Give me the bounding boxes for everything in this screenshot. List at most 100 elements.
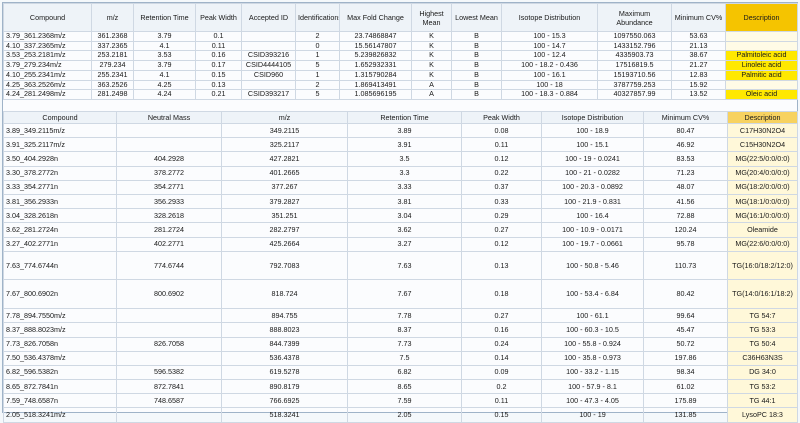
table-cell: 377.267	[221, 179, 348, 195]
table-row[interactable]: 8.37_888.8023m/z 888.8023 8.37 0.16 100 - 60…	[3, 322, 798, 338]
column-header[interactable]: Minimum CV%	[671, 3, 726, 32]
column-header[interactable]: Description	[727, 111, 798, 124]
column-header[interactable]: Description	[725, 3, 798, 32]
table-row[interactable]: 7.63_774.6744n 774.6744 792.7083 7.63 0.13 10…	[3, 250, 798, 281]
column-header[interactable]: Identifications	[295, 3, 340, 32]
table-cell: 255.2341	[91, 69, 134, 81]
table-row[interactable]: 6.82_596.5382n 596.5382 619.5278 6.82 0.09 10…	[3, 364, 798, 381]
table-cell: 131.85	[643, 407, 728, 423]
table-cell: 4335903.73	[597, 50, 672, 62]
column-header[interactable]: Compound	[3, 111, 117, 124]
column-header[interactable]: Maximum Abundance	[597, 3, 672, 32]
table-row[interactable]: 3.04_328.2618n 328.2618 351.251 3.04 0.29 100…	[3, 208, 798, 224]
table-cell	[116, 322, 222, 338]
table-row[interactable]: 4.10_337.2365m/z 337.2365 4.1 0.11 0 15.56147…	[3, 40, 798, 52]
table-cell: 363.2526	[91, 79, 134, 91]
column-header[interactable]: Lowest Mean	[451, 3, 502, 32]
column-header[interactable]: Accepted ID	[241, 3, 296, 32]
table-cell: 0.11	[461, 137, 542, 153]
table-row[interactable]: 4.24_281.2498m/z 281.2498 4.24 0.21 CSID3932…	[3, 89, 798, 100]
table-cell: 4.24	[133, 89, 196, 100]
table-cell: B	[451, 60, 502, 71]
column-header[interactable]: m/z	[91, 3, 134, 32]
table-cell: MG(20:4/0:0/0:0)	[727, 165, 798, 181]
table-cell: 1	[295, 50, 340, 62]
column-header[interactable]: Isotope Distribution	[541, 111, 644, 124]
column-header[interactable]: Peak Width	[195, 3, 242, 32]
table-cell: 378.2772	[116, 165, 222, 181]
column-header[interactable]: Compound	[3, 3, 92, 32]
table-row[interactable]: 3.30_378.2772n 378.2772 401.2665 3.3 0.22 100…	[3, 165, 798, 181]
table-row[interactable]: 3.81_356.2933n 356.2933 379.2827 3.81 0.33 10…	[3, 193, 798, 210]
table-cell	[241, 79, 296, 91]
column-header[interactable]: m/z	[221, 111, 348, 124]
table-cell: 4.1	[133, 40, 196, 52]
table-row[interactable]: 8.65_872.7841n 872.7841 890.8179 8.65 0.2 100…	[3, 379, 798, 395]
table-row[interactable]: 3.27_402.2771n 402.2771 425.2664 3.27 0.12 10…	[3, 236, 798, 252]
table-cell: DG 34:0	[727, 364, 798, 381]
table-cell: B	[451, 69, 502, 81]
table-row[interactable]: 4.10_255.2341m/z 255.2341 4.1 0.15 CSID960 1 1…	[3, 69, 798, 81]
table-cell: 0.24	[461, 336, 542, 352]
table-row[interactable]: 7.78_894.7550m/z 894.755 7.78 0.27 100 - 61.…	[3, 308, 798, 324]
table-cell: TG(14:0/16:1/18:2)	[727, 279, 798, 310]
table-cell: 3.89_349.2115m/z	[3, 122, 117, 139]
table-row[interactable]: 3.53_253.2181m/z 253.2181 3.53 0.16 CSID3932…	[3, 50, 798, 62]
table-cell: 356.2933	[116, 193, 222, 210]
table-row[interactable]: 7.67_800.6902n 800.6902 818.724 7.67 0.18 100…	[3, 279, 798, 310]
table-cell: 3.79_279.234m/z	[3, 60, 92, 71]
table-cell: 7.59	[347, 393, 462, 409]
table-row[interactable]: 3.79_361.2368m/z 361.2368 3.79 0.1 2 23.74868…	[3, 31, 798, 42]
column-header[interactable]: Max Fold Change	[339, 3, 412, 32]
table-cell: 41.56	[643, 193, 728, 210]
table-cell: TG 44:1	[727, 393, 798, 409]
table-cell: 3.81	[347, 193, 462, 210]
column-header[interactable]: Retention Time	[133, 3, 196, 32]
table-row[interactable]: 3.91_325.2117m/z 325.2117 3.91 0.11 100 - 15…	[3, 137, 798, 153]
table-row[interactable]: 3.50_404.2928n 404.2928 427.2821 3.5 0.12 100…	[3, 151, 798, 167]
table-cell: 100 - 47.3 - 4.05	[541, 393, 644, 409]
table-cell: 100 - 20.3 - 0.0892	[541, 179, 644, 195]
table-cell: 3.30_378.2772n	[3, 165, 117, 181]
table-row[interactable]: 7.59_748.6587n 748.6587 766.6925 7.59 0.11 10…	[3, 393, 798, 409]
table-cell: 0.08	[461, 122, 542, 139]
table-row[interactable]: 7.50_536.4378m/z 536.4378 7.5 0.14 100 - 35.…	[3, 350, 798, 366]
column-header[interactable]: Retention Time	[347, 111, 462, 124]
table-cell: LysoPC 18:3	[727, 407, 798, 423]
table-row[interactable]: 3.89_349.2115m/z 349.2115 3.89 0.08 100 - 18…	[3, 122, 798, 139]
table-row[interactable]: 3.79_279.234m/z 279.234 3.79 0.17 CSID444410…	[3, 60, 798, 71]
table-cell: 71.23	[643, 165, 728, 181]
table-cell: 0.11	[461, 393, 542, 409]
table-row[interactable]: 3.62_281.2724n 281.2724 282.2797 3.62 0.27 10…	[3, 222, 798, 238]
table-row[interactable]: 7.73_826.7058n 826.7058 844.7399 7.73 0.24 10…	[3, 336, 798, 352]
table-cell: 0.27	[461, 222, 542, 238]
table-cell: K	[411, 40, 452, 52]
compound-table-1: Compound m/z Retention Time Peak Width Accep…	[3, 3, 798, 100]
table-cell: 281.2724	[116, 222, 222, 238]
table-cell: B	[451, 79, 502, 91]
table-cell: 72.88	[643, 208, 728, 224]
table-cell: 100 - 16.1	[501, 69, 598, 81]
table-cell: 100 - 53.4 - 6.84	[541, 279, 644, 310]
column-header[interactable]: Minimum CV%	[643, 111, 728, 124]
table-cell: 0.12	[461, 236, 542, 252]
column-header[interactable]: Highest Mean	[411, 3, 452, 32]
table-cell: 120.24	[643, 222, 728, 238]
table-row[interactable]: 2.05_518.3241m/z 518.3241 2.05 0.15 100 - 19…	[3, 407, 798, 423]
column-header[interactable]: Peak Width	[461, 111, 542, 124]
column-header[interactable]: Neutral Mass	[116, 111, 222, 124]
table-cell: 888.8023	[221, 322, 348, 338]
column-header[interactable]: Isotope Distribution	[501, 3, 598, 32]
table-row[interactable]: 3.33_354.2771n 354.2771 377.267 3.33 0.37 100…	[3, 179, 798, 195]
table-cell: 0.27	[461, 308, 542, 324]
table-cell: 7.73	[347, 336, 462, 352]
table-cell: 0.16	[195, 50, 242, 62]
table-row[interactable]: 4.25_363.2526m/z 363.2526 4.25 0.13 2 1.86941…	[3, 79, 798, 91]
table-cell: 818.724	[221, 279, 348, 310]
table-cell: 354.2771	[116, 179, 222, 195]
table-cell: 0.16	[461, 322, 542, 338]
table-cell: 0.33	[461, 193, 542, 210]
table-cell: 3.89	[347, 122, 462, 139]
table-cell: 15.56147807	[339, 40, 412, 52]
